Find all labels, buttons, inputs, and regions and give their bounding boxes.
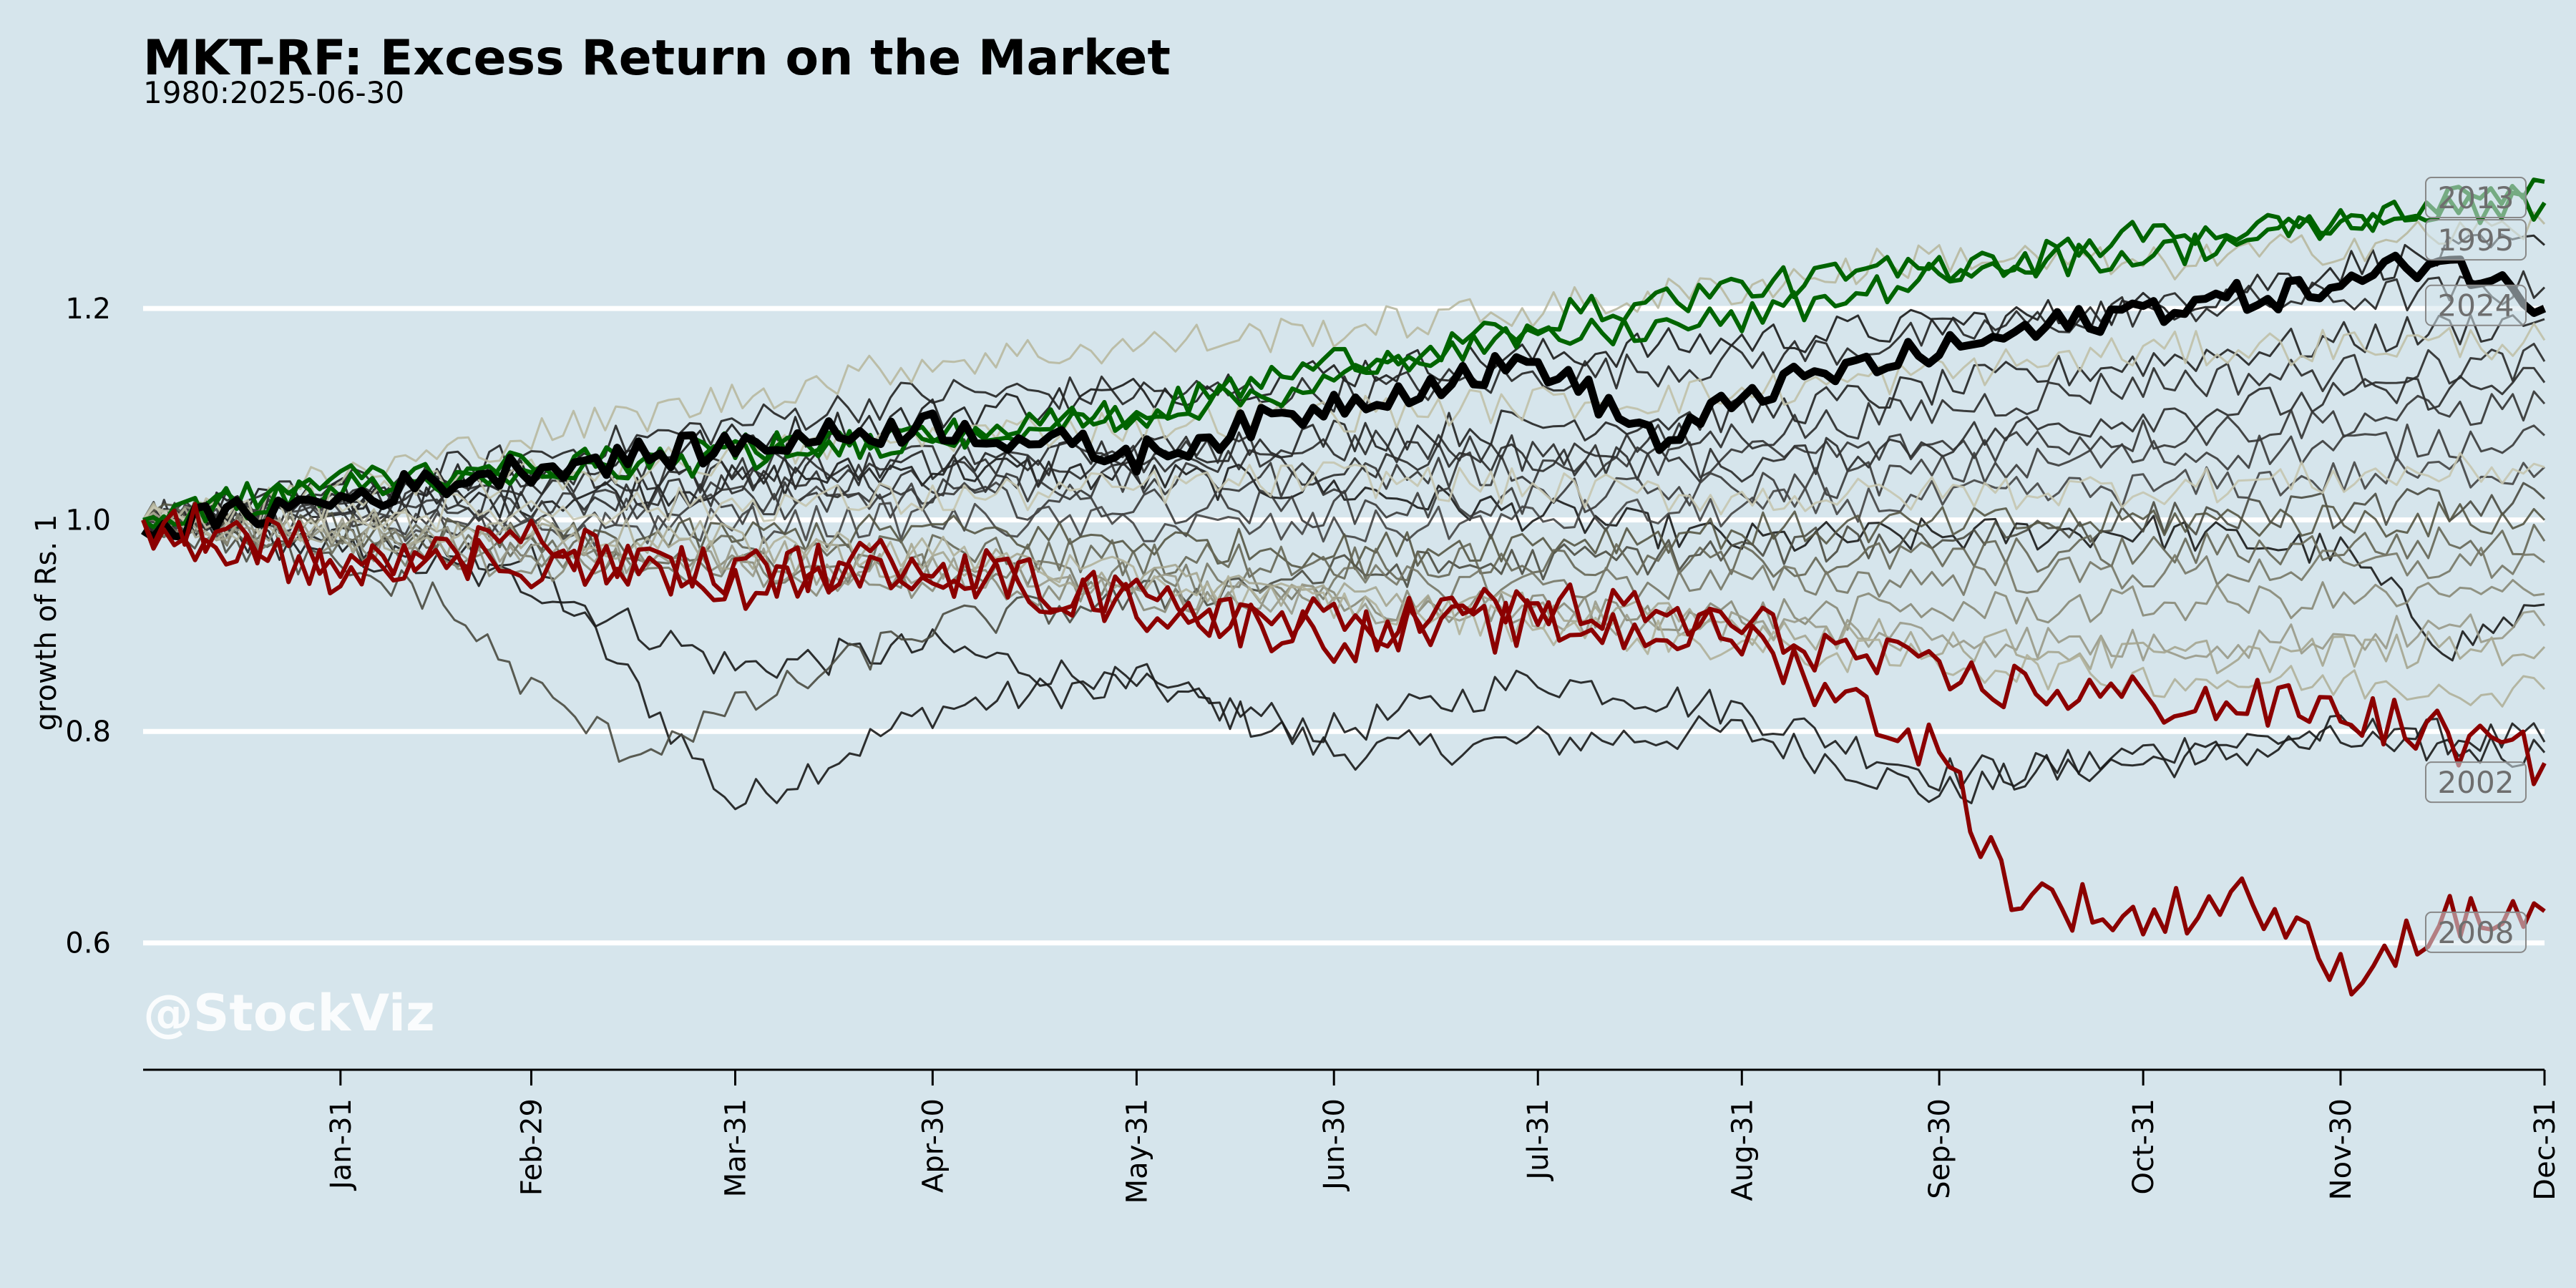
- year-label-2002: 2002: [2438, 765, 2514, 800]
- year-label-box: [2425, 761, 2527, 804]
- background-series-line: [142, 211, 2546, 530]
- chart-subtitle: 1980:2025-06-30: [143, 75, 404, 110]
- x-tick-label: Aug-31: [1726, 1098, 1759, 1201]
- x-tick-label: Nov-30: [2325, 1098, 2358, 1200]
- background-series-line: [142, 504, 2546, 811]
- background-series-line: [142, 452, 2545, 536]
- chart-title: MKT-RF: Excess Return on the Market: [143, 30, 1171, 87]
- x-tick-label: Jan-31: [325, 1098, 358, 1191]
- year-label-box: [2425, 911, 2527, 953]
- y-tick-label: 0.6: [65, 927, 111, 960]
- series-line-2024: [140, 251, 2547, 542]
- year-label-box: [2425, 177, 2527, 219]
- x-tick-label: Dec-31: [2529, 1098, 2562, 1201]
- year-label-box: [2425, 219, 2527, 261]
- background-series-line: [142, 366, 2546, 532]
- x-tick-label: Apr-30: [917, 1098, 950, 1193]
- x-tick-label: Jun-30: [1318, 1098, 1351, 1192]
- year-label-box: [2425, 284, 2527, 326]
- year-label-2024: 2024: [2438, 288, 2514, 323]
- background-series-line: [142, 505, 2545, 632]
- year-labels: 2013 1995 2024 2002 2008: [2425, 177, 2527, 953]
- background-series-line: [142, 423, 2546, 539]
- y-tick-label: 0.8: [65, 716, 111, 748]
- highlighted-series: [140, 177, 2547, 997]
- watermark: @StockViz: [143, 984, 435, 1043]
- x-tick-label: Sep-30: [1923, 1098, 1956, 1199]
- x-axis: Jan-31 Feb-29 Mar-31 Apr-30 May-31 Jun-30 Jul-…: [143, 1068, 2562, 1204]
- x-tick-label: Oct-31: [2127, 1098, 2160, 1195]
- series-line-2002: [141, 518, 2547, 786]
- x-tick-label: Feb-29: [515, 1098, 548, 1196]
- background-series-line: [142, 501, 2546, 570]
- y-axis-label: growth of Rs. 1: [30, 514, 63, 731]
- background-series-line: [142, 509, 2546, 792]
- background-series-line: [142, 482, 2546, 763]
- background-series-line: [142, 512, 2546, 675]
- y-tick-label: 1.0: [65, 504, 111, 537]
- x-tick-label: Jul-31: [1522, 1098, 1555, 1182]
- y-tick-label: 1.2: [65, 293, 111, 326]
- y-axis: 0.6 0.8 1.0 1.2: [65, 293, 111, 960]
- year-label-2013: 2013: [2438, 180, 2514, 215]
- series-line-2008: [141, 502, 2546, 997]
- background-series-line: [143, 514, 2546, 582]
- x-tick-label: May-31: [1121, 1098, 1153, 1204]
- background-series-line: [142, 513, 2545, 603]
- year-label-1995: 1995: [2438, 223, 2514, 258]
- x-tick-label: Mar-31: [720, 1098, 753, 1197]
- year-label-2008: 2008: [2438, 915, 2514, 950]
- background-series-line: [142, 502, 2546, 708]
